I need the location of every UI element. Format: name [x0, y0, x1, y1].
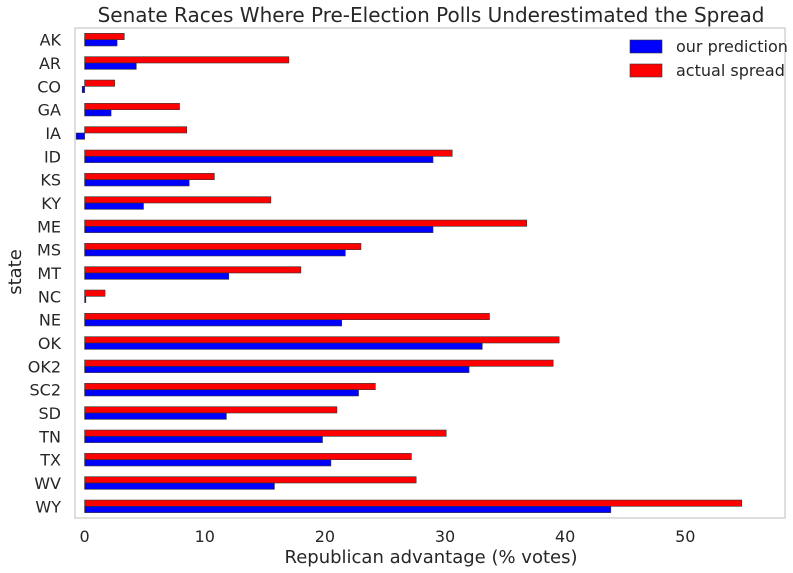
bar-actual-ne [85, 313, 490, 319]
bar-prediction-ga [85, 110, 111, 116]
bar-actual-ga [85, 103, 180, 109]
bar-prediction-ak [85, 40, 117, 46]
x-tick-label: 20 [315, 527, 335, 546]
bar-actual-id [85, 150, 453, 156]
bar-actual-tn [85, 430, 447, 436]
bar-actual-tx [85, 453, 412, 459]
y-tick-label: NE [39, 311, 61, 330]
x-tick-label: 0 [80, 527, 90, 546]
bar-actual-nc [85, 290, 105, 296]
bar-prediction-me [85, 226, 433, 232]
y-tick-labels: AK AR CO GA IA ID KS KY ME MS MT NC NE OK OK2 SC2 SD TN TX… [28, 31, 62, 517]
bar-actual-ia [85, 127, 187, 133]
x-tick-label: 40 [555, 527, 575, 546]
bar-prediction-ok [85, 343, 483, 349]
bar-actual-mt [85, 267, 301, 273]
y-tick-label: TN [38, 427, 61, 446]
x-tick-label: 10 [195, 527, 215, 546]
bar-actual-co [85, 80, 115, 86]
legend-swatch [630, 40, 662, 53]
legend-label: actual spread [676, 61, 785, 80]
y-axis-label: state [5, 249, 26, 295]
bar-prediction-co [82, 86, 84, 92]
x-tick-label: 30 [435, 527, 455, 546]
y-tick-label: SC2 [29, 381, 61, 400]
y-tick-label: KS [40, 171, 61, 190]
x-axis-label: Republican advantage (% votes) [285, 547, 578, 568]
bar-prediction-mt [85, 273, 229, 279]
y-tick-label: OK [38, 334, 62, 353]
y-tick-label: NC [38, 287, 61, 306]
bar-prediction-ky [85, 203, 144, 209]
legend: our prediction actual spread [630, 37, 788, 80]
y-tick-label: MT [37, 264, 61, 283]
bar-prediction-wv [85, 483, 275, 489]
bar-actual-ok [85, 337, 560, 343]
y-tick-label: GA [38, 101, 61, 120]
bar-prediction-id [85, 156, 433, 162]
bar-prediction-ms [85, 250, 346, 256]
bar-actual-wv [85, 477, 417, 483]
y-tick-label: ME [37, 217, 61, 236]
bar-actual-ar [85, 57, 289, 63]
y-tick-label: IA [45, 124, 61, 143]
y-tick-label: MS [37, 241, 61, 260]
y-tick-label: WY [35, 497, 61, 516]
y-tick-label: CO [37, 77, 61, 96]
bar-prediction-tn [85, 436, 323, 442]
bar-prediction-ne [85, 320, 342, 326]
x-tick-labels: 0 10 20 30 40 50 [80, 527, 696, 546]
y-tick-label: AK [40, 31, 62, 50]
y-tick-label: TX [39, 451, 61, 470]
bar-actual-ms [85, 243, 361, 249]
x-tick-label: 50 [675, 527, 695, 546]
legend-swatch [630, 64, 662, 77]
y-tick-label: OK2 [28, 357, 61, 376]
bar-prediction-sd [85, 413, 227, 419]
y-tick-label: ID [44, 147, 61, 166]
y-tick-label: WV [34, 474, 61, 493]
bar-prediction-tx [85, 460, 331, 466]
bar-prediction-wy [85, 506, 611, 512]
bars-group [76, 33, 742, 512]
bar-actual-ks [85, 173, 215, 179]
y-tick-label: KY [41, 194, 61, 213]
bar-actual-ak [85, 33, 125, 39]
bar-prediction-ok2 [85, 366, 469, 372]
bar-actual-sc2 [85, 383, 376, 389]
y-tick-label: SD [39, 404, 61, 423]
bar-actual-ok2 [85, 360, 554, 366]
y-tick-label: AR [39, 54, 61, 73]
bar-prediction-ar [85, 63, 137, 69]
bar-prediction-sc2 [85, 390, 359, 396]
bar-actual-sd [85, 407, 337, 413]
chart-title: Senate Races Where Pre-Election Polls Un… [98, 3, 765, 27]
bar-prediction-ia [76, 133, 84, 139]
bar-prediction-nc [85, 296, 86, 302]
bar-actual-me [85, 220, 527, 226]
bar-actual-ky [85, 197, 271, 203]
bar-actual-wy [85, 500, 742, 506]
legend-label: our prediction [676, 37, 788, 56]
bar-prediction-ks [85, 180, 190, 186]
